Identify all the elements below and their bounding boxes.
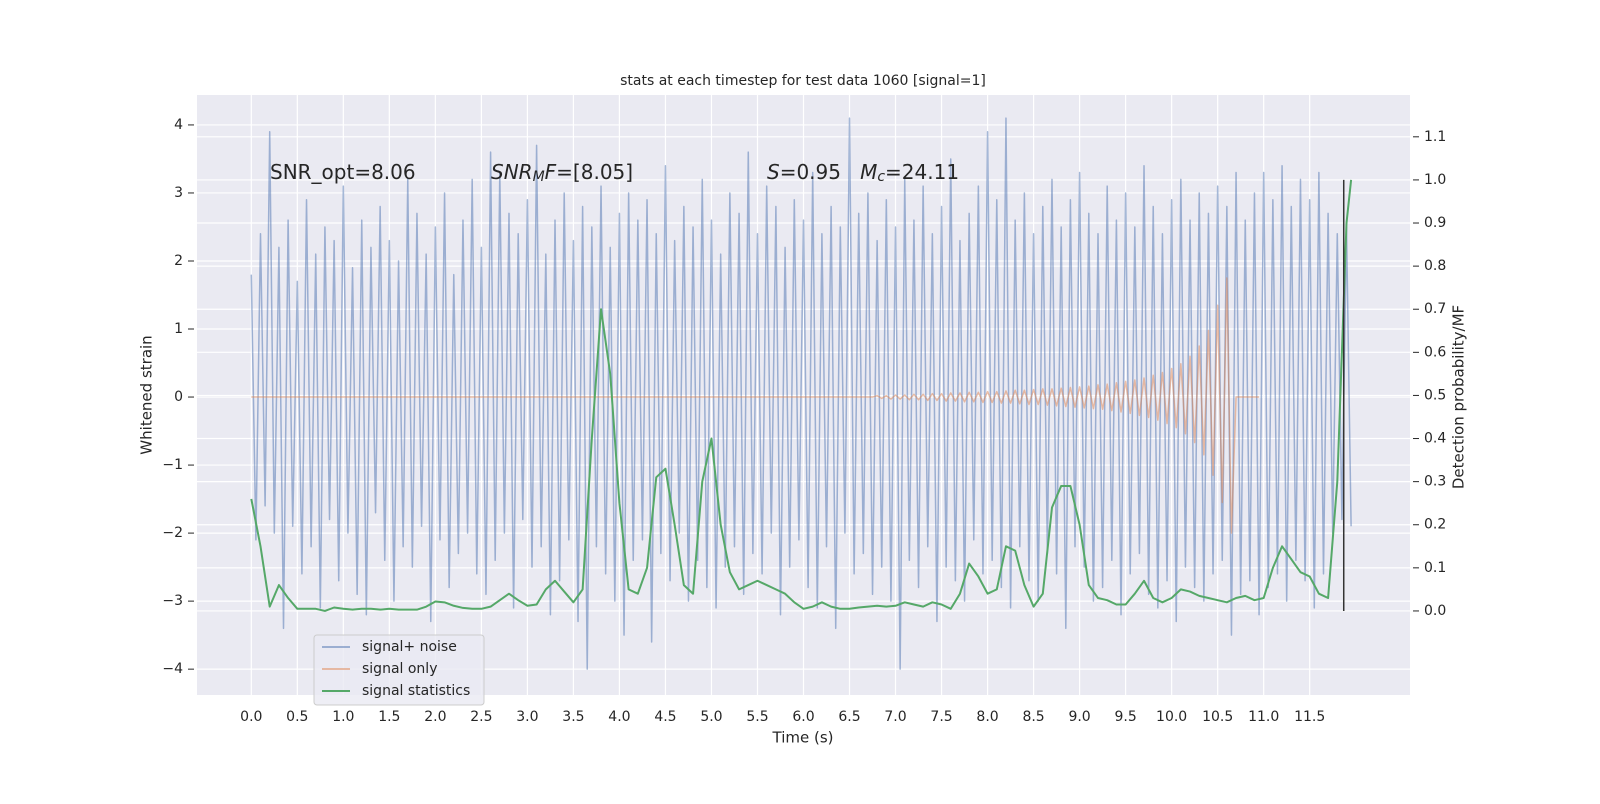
legend-label: signal only (362, 661, 437, 677)
y-tick-label: 1 (174, 321, 183, 337)
y2-tick-label: 0.4 (1424, 431, 1446, 447)
y2-tick-label: 0.9 (1424, 215, 1446, 231)
y2-tick-label: 0.5 (1424, 387, 1446, 403)
x-tick-label: 7.0 (884, 709, 906, 725)
x-tick-label: 6.5 (838, 709, 860, 725)
x-tick-label: 4.5 (654, 709, 676, 725)
x-tick-label: 7.5 (930, 709, 952, 725)
x-tick-label: 0.5 (286, 709, 308, 725)
y-tick-label: −3 (162, 593, 183, 609)
x-tick-label: 3.5 (562, 709, 584, 725)
y-axis-label: Whitened strain (138, 335, 156, 454)
annotation-part: M (533, 169, 545, 185)
x-tick-label: 3.0 (516, 709, 538, 725)
annotation-part: SNR_opt=8.06 (270, 160, 416, 184)
y-tick-label: 2 (174, 253, 183, 269)
annotation: SNRMF=[8.05] (491, 160, 633, 185)
y2-tick-label: 0.8 (1424, 258, 1446, 274)
annotation-part: c (877, 169, 885, 185)
x-tick-label: 2.0 (424, 709, 446, 725)
x-tick-label: 10.0 (1156, 709, 1187, 725)
chart-title: stats at each timestep for test data 106… (620, 73, 986, 89)
x-tick-label: 10.5 (1202, 709, 1233, 725)
x-tick-label: 5.5 (746, 709, 768, 725)
annotation-part: M (860, 160, 877, 184)
series-line (250, 117, 1352, 670)
x-tick-label: 1.0 (332, 709, 354, 725)
y2-axis-label: Detection probability/MF (1450, 305, 1468, 489)
x-tick-label: 0.0 (240, 709, 262, 725)
y-tick-label: −2 (162, 525, 183, 541)
annotation-part: S (767, 160, 780, 184)
series-line (250, 179, 1353, 612)
y2-tick-label: 1.1 (1424, 129, 1446, 145)
x-tick-label: 2.5 (470, 709, 492, 725)
y-tick-label: −4 (162, 661, 183, 677)
annotation-part: =24.11 (885, 160, 959, 184)
y2-tick-label: 1.0 (1424, 172, 1446, 188)
legend-label: signal statistics (362, 683, 470, 699)
x-tick-label: 9.5 (1114, 709, 1136, 725)
y2-tick-label: 0.2 (1424, 517, 1446, 533)
y2-tick-label: 0.1 (1424, 560, 1446, 576)
y2-tick-label: 0.7 (1424, 301, 1446, 317)
y-tick-label: −1 (162, 457, 183, 473)
annotation-part: SNR (491, 160, 533, 184)
annotation-part: =0.95 (780, 160, 860, 184)
x-tick-label: 11.0 (1248, 709, 1279, 725)
x-tick-label: 9.0 (1068, 709, 1090, 725)
y2-tick-label: 0.3 (1424, 474, 1446, 490)
y-tick-label: 4 (174, 117, 183, 133)
y-tick-label: 3 (174, 185, 183, 201)
x-tick-label: 1.5 (378, 709, 400, 725)
y-tick-label: 0 (174, 389, 183, 405)
x-tick-label: 8.0 (976, 709, 998, 725)
legend-label: signal+ noise (362, 639, 457, 655)
legend-box (313, 634, 485, 706)
y2-tick-label: 0.6 (1424, 344, 1446, 360)
x-axis-label: Time (s) (772, 729, 834, 747)
x-tick-label: 6.0 (792, 709, 814, 725)
x-tick-label: 4.0 (608, 709, 630, 725)
annotation-part: =[8.05] (556, 160, 633, 184)
x-tick-label: 5.0 (700, 709, 722, 725)
x-tick-label: 8.5 (1022, 709, 1044, 725)
annotation: SNR_opt=8.06 (270, 160, 416, 184)
annotation: S=0.95 Mc=24.11 (767, 160, 959, 185)
series-line (251, 277, 1260, 534)
x-tick-label: 11.5 (1294, 709, 1325, 725)
annotation-part: F (545, 160, 557, 184)
y2-tick-label: 0.0 (1424, 603, 1446, 619)
